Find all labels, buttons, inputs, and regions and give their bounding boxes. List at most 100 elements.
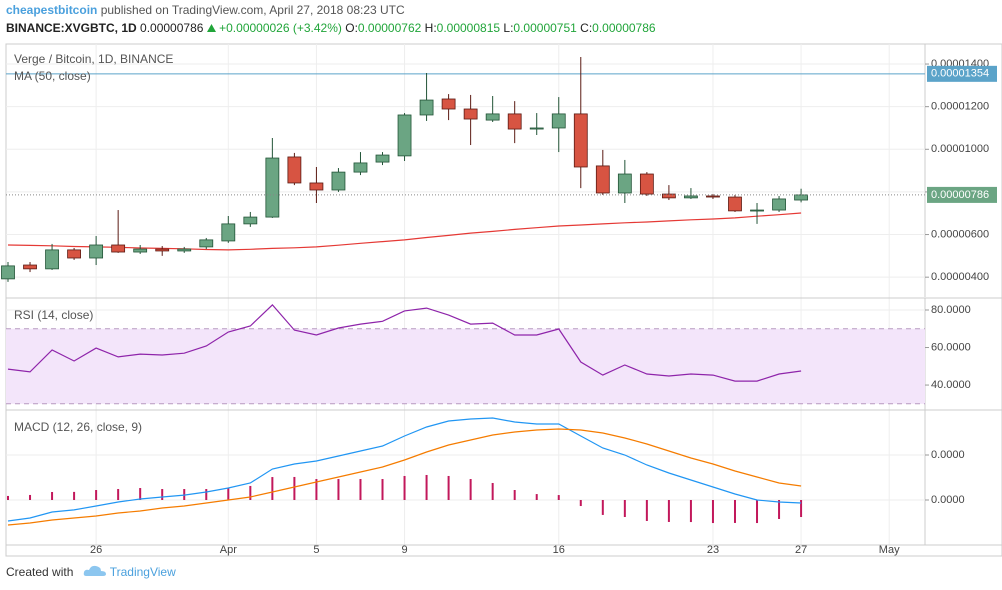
histogram-bar (601, 500, 604, 515)
candle-body (750, 209, 764, 212)
histogram-bar (623, 500, 626, 518)
y-tick-label: 80.0000 (931, 304, 971, 316)
candle-body (794, 194, 808, 201)
published: published on TradingView.com, April 27, … (100, 3, 405, 17)
y-tick-label: 0.0000 (931, 449, 965, 461)
footer: Created with TradingView (6, 564, 176, 579)
candle-body (89, 244, 104, 259)
candle-body (684, 195, 698, 199)
created-with: Created with (6, 565, 74, 579)
x-tick-label: May (879, 544, 900, 556)
x-tick-label: 9 (401, 544, 407, 556)
y-tick-label: 0.00001000 (931, 143, 989, 155)
rsi-line (7, 304, 802, 382)
histogram-bar (667, 500, 670, 522)
histogram-bar (425, 474, 428, 500)
candle-body (243, 216, 258, 225)
candle-body (397, 114, 412, 157)
last: 0.00000786 (140, 21, 204, 35)
histogram-bar (227, 488, 230, 500)
candle-body (133, 248, 148, 253)
histogram-bar (535, 494, 538, 500)
x-tick-label: 16 (553, 544, 565, 556)
x-tick-label: 23 (707, 544, 719, 556)
histogram-bar (271, 477, 274, 500)
ohlc-value: 0.00000762 (357, 21, 422, 35)
histogram-bar (139, 488, 142, 500)
logo (83, 565, 106, 576)
brand[interactable]: TradingView (109, 565, 176, 579)
candle-body (617, 173, 632, 194)
candle-body (595, 165, 610, 194)
ohlc-value: 0.00000751 (513, 21, 577, 35)
ohlc-value: 0.00000786 (592, 21, 656, 35)
candle-body (375, 154, 390, 163)
histogram-bar (403, 475, 406, 500)
histogram-bar (778, 500, 781, 519)
histogram-bar (95, 490, 98, 500)
header-line: cheapestbitcoin published on TradingView… (6, 3, 405, 17)
x-tick-label: 5 (313, 544, 319, 556)
legend-title: MACD (12, 26, close, 9) (14, 420, 142, 434)
candle-body (1, 265, 15, 280)
y-tick-label: 0.00000600 (931, 228, 989, 240)
histogram-bar (469, 479, 472, 500)
author[interactable]: cheapestbitcoin (6, 3, 98, 17)
candle-body (155, 248, 170, 252)
histogram-bar (7, 495, 9, 500)
price-label-box (927, 65, 997, 82)
histogram-bar (51, 491, 54, 500)
candle-body (287, 156, 302, 184)
histogram-bar (689, 500, 692, 523)
histogram-bar (381, 479, 384, 500)
candle-body (441, 98, 456, 110)
x-tick-label: Apr (220, 544, 237, 556)
price-label: 0.00001354 (931, 68, 989, 80)
y-tick-label: 0.0000 (931, 494, 965, 506)
candle-body (463, 108, 478, 120)
y-tick-label: 0.00000400 (931, 271, 989, 283)
candle-body (529, 127, 544, 130)
symbol: BINANCE:XVGBTC, 1D (6, 21, 137, 35)
quote-line: BINANCE:XVGBTC, 1D 0.00000786 +0.0000002… (6, 21, 656, 35)
histogram-bar (73, 491, 76, 500)
candle-body (265, 157, 280, 218)
candle-body (331, 171, 346, 191)
chart: 26 Apr 5 9 16 23 27 May 0.00000400 0.00000600 0.00… (1, 43, 1002, 557)
legend-entry: MA (50, close) (14, 69, 91, 83)
ohlc-label: H: (424, 21, 437, 35)
candle-body (419, 99, 434, 116)
histogram-bar (249, 485, 252, 500)
histogram-bar (756, 500, 759, 524)
x-tick-label: 27 (795, 544, 807, 556)
histogram-bar (645, 500, 648, 521)
ohlc-label: C: (580, 21, 593, 35)
ohlc-label: L: (503, 21, 514, 35)
change: +0.00000026 (+3.42%) (219, 21, 342, 35)
macd-line (7, 428, 802, 526)
candle-body (221, 223, 236, 242)
price-label-box (927, 186, 997, 203)
candle-body (23, 264, 37, 270)
histogram-bar (29, 494, 32, 500)
candle-body (728, 196, 742, 212)
legend-title: RSI (14, close) (14, 308, 93, 322)
candle-body (177, 248, 192, 252)
candle-body (353, 162, 368, 173)
histogram-bar (579, 500, 582, 507)
histogram-bar (513, 490, 516, 500)
histogram-bar (337, 479, 340, 500)
candle-body (772, 198, 786, 211)
candle-body (551, 113, 566, 129)
up-arrow (206, 24, 216, 32)
y-tick-label: 40.0000 (931, 379, 971, 391)
histogram-bar (205, 489, 208, 500)
candle-body (199, 239, 214, 248)
candle-body (507, 113, 522, 130)
candle-body (662, 193, 676, 199)
candle-body (67, 249, 81, 259)
candle-body (45, 249, 59, 270)
histogram-bar (161, 489, 164, 500)
ohlc-label: O: (345, 21, 358, 35)
